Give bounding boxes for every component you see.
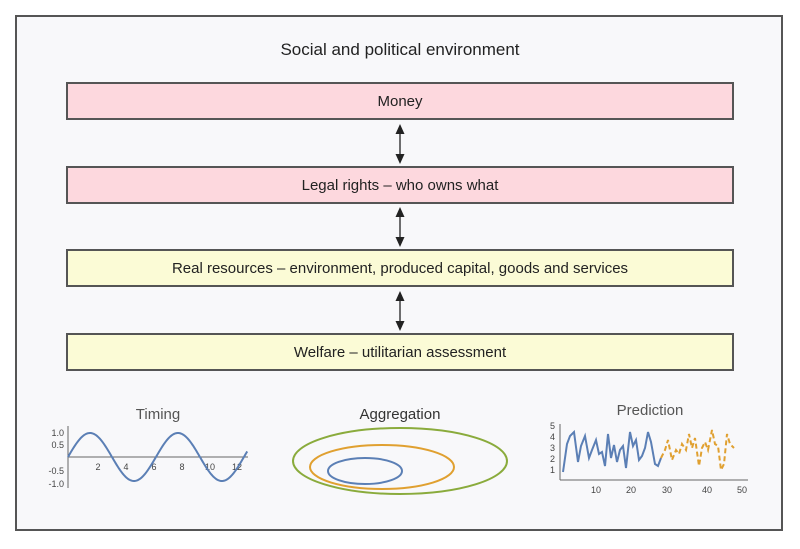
prediction-xtick: 50 bbox=[737, 485, 747, 495]
double-arrow-icon bbox=[395, 124, 405, 164]
layer-real-resources: Real resources – environment, produced c… bbox=[66, 249, 734, 287]
layer-money: Money bbox=[66, 82, 734, 120]
layer-welfare-label: Welfare – utilitarian assessment bbox=[293, 343, 507, 361]
prediction-xtick: 10 bbox=[591, 485, 601, 495]
prediction-ytick: 5 bbox=[550, 421, 555, 431]
timing-xtick: 8 bbox=[179, 462, 184, 472]
timing-ytick: 1.0 bbox=[51, 428, 64, 438]
outer-ellipse bbox=[292, 427, 508, 495]
observed-series-line bbox=[562, 429, 662, 473]
double-arrow-icon bbox=[395, 207, 405, 247]
prediction-chart: 5 4 3 2 1 10 20 30 40 50 bbox=[550, 421, 748, 495]
timing-xtick: 10 bbox=[205, 462, 215, 472]
forecast-series-line bbox=[660, 429, 735, 474]
prediction-ytick: 3 bbox=[550, 443, 555, 453]
aggregation-ellipses bbox=[292, 427, 508, 495]
prediction-xtick: 20 bbox=[626, 485, 636, 495]
timing-xtick: 6 bbox=[151, 462, 156, 472]
sine-wave-line bbox=[67, 431, 249, 483]
prediction-ytick: 1 bbox=[550, 465, 555, 475]
layer-real-resources-label: Real resources – environment, produced c… bbox=[171, 259, 629, 277]
timing-ytick: 0.5 bbox=[51, 440, 64, 450]
prediction-ytick: 2 bbox=[550, 454, 555, 464]
prediction-ytick: 4 bbox=[550, 432, 555, 442]
prediction-xtick: 40 bbox=[702, 485, 712, 495]
double-arrow-icon bbox=[395, 291, 405, 331]
prediction-title: Prediction bbox=[616, 402, 684, 419]
timing-ytick: -0.5 bbox=[48, 466, 64, 476]
prediction-xtick: 30 bbox=[662, 485, 672, 495]
layer-legal-rights: Legal rights – who owns what bbox=[66, 166, 734, 204]
timing-title: Timing bbox=[135, 406, 181, 423]
diagram-title: Social and political environment bbox=[280, 40, 520, 59]
aggregation-title: Aggregation bbox=[359, 406, 441, 423]
timing-sine-chart: 1.0 0.5 -0.5 -1.0 2 4 6 8 10 12 bbox=[48, 426, 249, 489]
timing-ytick: -1.0 bbox=[48, 479, 64, 489]
layer-welfare: Welfare – utilitarian assessment bbox=[66, 333, 734, 371]
middle-ellipse bbox=[309, 444, 455, 490]
inner-ellipse bbox=[327, 457, 403, 485]
timing-xtick: 4 bbox=[123, 462, 128, 472]
layer-legal-rights-label: Legal rights – who owns what bbox=[301, 176, 499, 194]
timing-xtick: 2 bbox=[95, 462, 100, 472]
layer-money-label: Money bbox=[377, 92, 423, 110]
